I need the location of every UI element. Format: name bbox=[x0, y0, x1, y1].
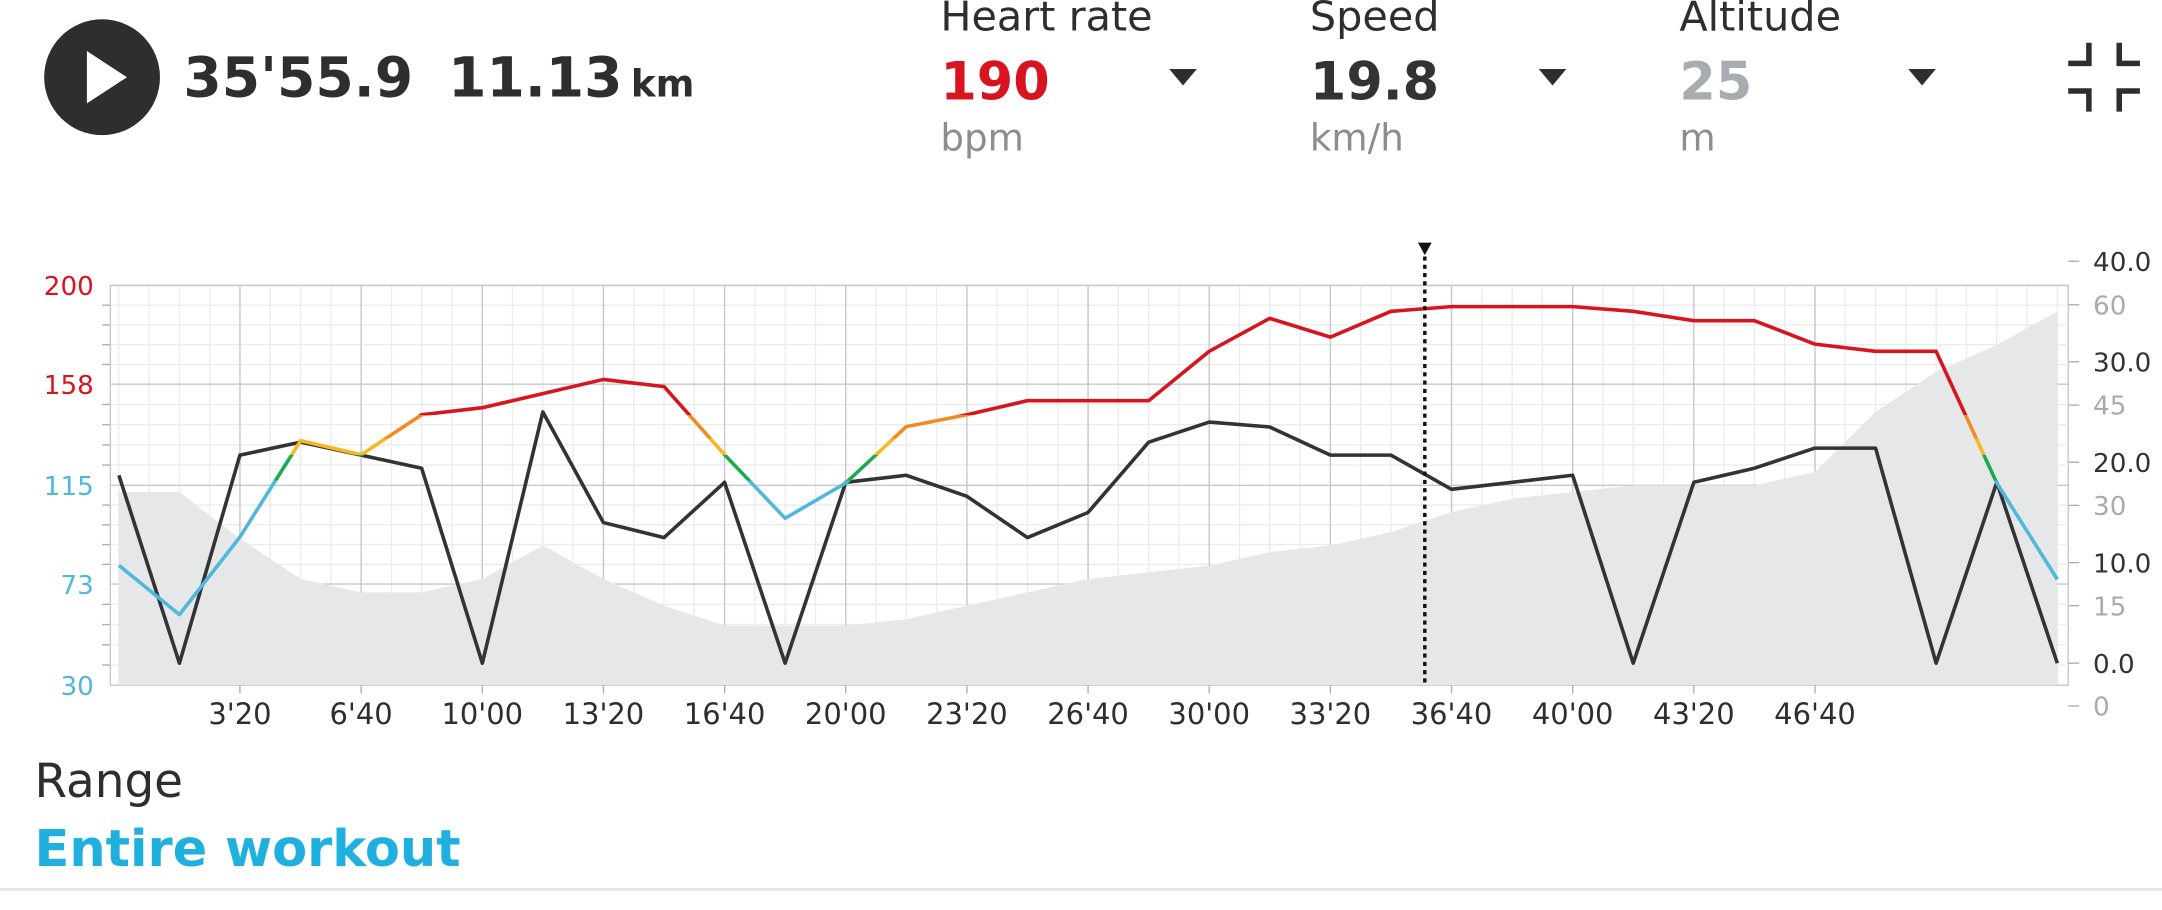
x-tick-label: 16'40 bbox=[684, 697, 766, 731]
right-tick-label: 30 bbox=[2093, 492, 2126, 522]
cursor-handle bbox=[1417, 242, 1432, 256]
x-tick-label: 26'40 bbox=[1047, 697, 1129, 731]
y-tick-label: 200 bbox=[44, 272, 94, 302]
metric-name: Altitude bbox=[1679, 0, 1841, 40]
y-tick-label: 30 bbox=[60, 672, 93, 702]
fullscreen-icon[interactable] bbox=[2068, 42, 2140, 112]
heart-rate-line bbox=[117, 304, 2059, 617]
elapsed-time: 35'55.9 bbox=[183, 47, 413, 111]
right-tick-label: 15 bbox=[2093, 592, 2126, 622]
metric-unit: m bbox=[1679, 115, 1715, 159]
metric-unit: bpm bbox=[940, 115, 1024, 159]
x-tick-label: 10'00 bbox=[441, 697, 523, 731]
metric-unit: km/h bbox=[1310, 115, 1404, 159]
metric-dropdown[interactable] bbox=[1908, 68, 1936, 86]
metric-dropdown[interactable] bbox=[1169, 68, 1197, 86]
x-tick-label: 46'40 bbox=[1774, 697, 1856, 731]
right-tick-label: 45 bbox=[2093, 392, 2126, 422]
x-tick-label: 3'20 bbox=[208, 697, 271, 731]
x-tick-label: 20'00 bbox=[805, 697, 887, 731]
y-tick-label: 73 bbox=[60, 571, 93, 601]
right-tick-label: 0 bbox=[2093, 693, 2110, 723]
x-tick-label: 30'00 bbox=[1168, 697, 1250, 731]
x-tick-label: 33'20 bbox=[1290, 697, 1372, 731]
x-tick-label: 36'40 bbox=[1411, 697, 1493, 731]
distance: 11.13 km bbox=[448, 47, 694, 111]
distance-value: 11.13 bbox=[448, 47, 622, 111]
right-tick-label: 0.0 bbox=[2093, 650, 2135, 680]
altitude-area bbox=[118, 311, 2058, 686]
right-tick-label: 30.0 bbox=[2093, 348, 2151, 378]
metric-name: Heart rate bbox=[940, 0, 1152, 40]
play-icon bbox=[86, 51, 127, 104]
metric-name: Speed bbox=[1310, 0, 1440, 40]
x-tick-label: 13'20 bbox=[563, 697, 645, 731]
right-tick-label: 10.0 bbox=[2093, 549, 2151, 579]
metric-value: 25 bbox=[1679, 51, 1752, 112]
y-tick-label: 158 bbox=[44, 371, 94, 401]
right-tick-label: 40.0 bbox=[2093, 248, 2151, 278]
x-tick-label: 43'20 bbox=[1653, 697, 1735, 731]
right-tick-label: 60 bbox=[2093, 291, 2126, 321]
x-tick-label: 40'00 bbox=[1532, 697, 1614, 731]
speed-line bbox=[117, 410, 2060, 665]
y-tick-label: 115 bbox=[44, 472, 94, 502]
metric-dropdown[interactable] bbox=[1538, 68, 1567, 86]
x-tick-label: 6'40 bbox=[330, 697, 393, 731]
distance-unit: km bbox=[631, 62, 695, 106]
right-tick-label: 20.0 bbox=[2093, 449, 2151, 479]
metric-value: 190 bbox=[940, 51, 1049, 112]
metric-value: 19.8 bbox=[1310, 51, 1439, 112]
range-value[interactable]: Entire workout bbox=[35, 820, 461, 879]
range-label: Range bbox=[35, 754, 184, 809]
chart: 30 73 115 158 200 3'20 6'40 10'00 13'20 16'40 20'0… bbox=[44, 242, 2151, 731]
x-tick-label: 23'20 bbox=[926, 697, 1008, 731]
